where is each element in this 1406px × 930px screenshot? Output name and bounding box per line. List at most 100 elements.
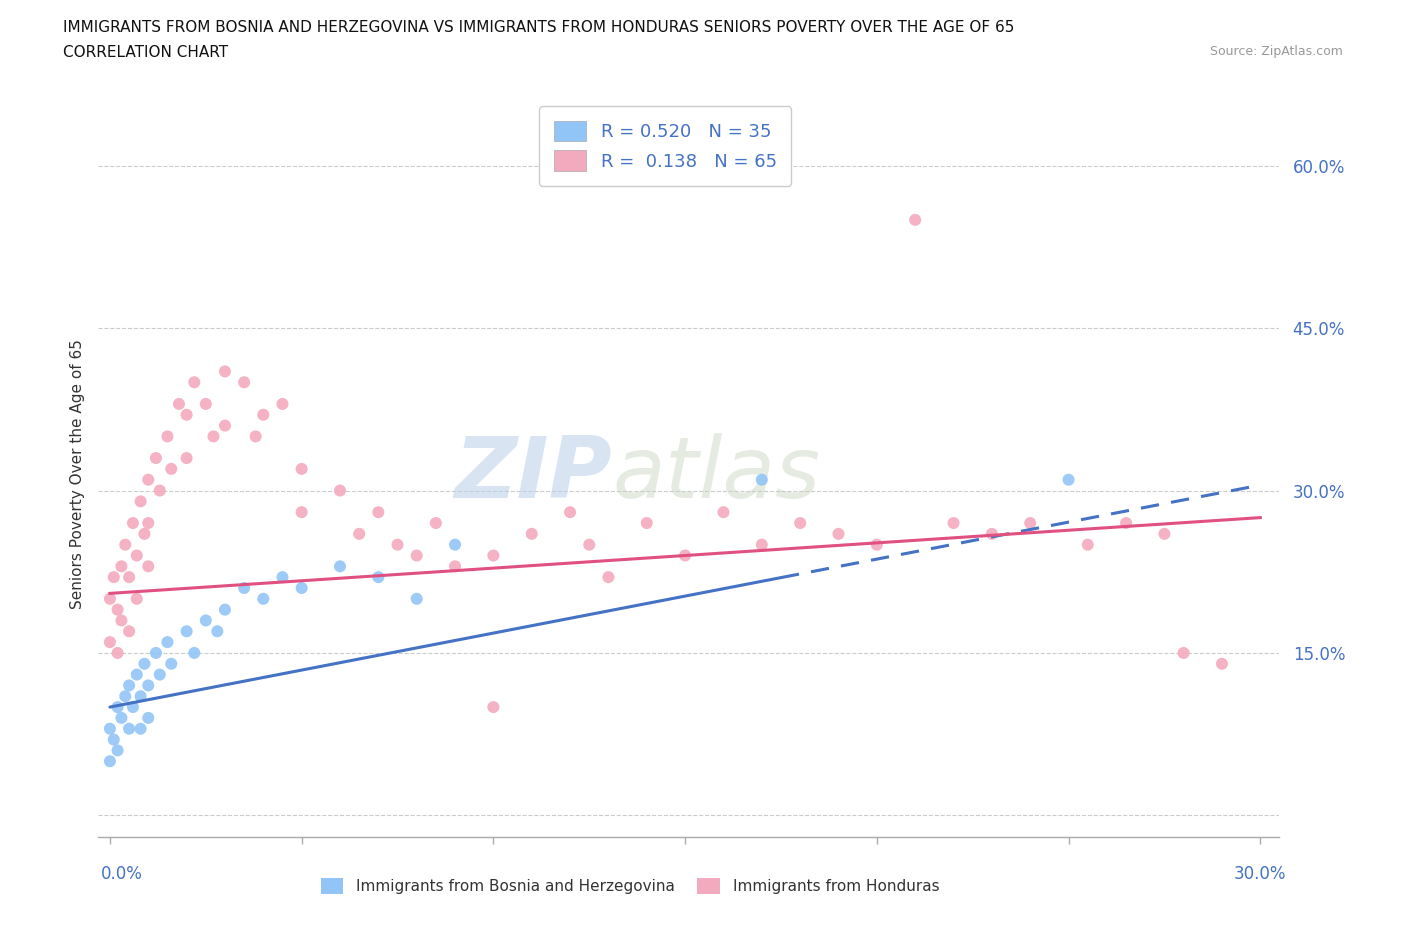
Point [827, 526, 849, 541]
Point [176, 451, 198, 466]
Point [156, 634, 179, 649]
Point [1115, 515, 1137, 530]
Text: atlas: atlas [612, 432, 820, 516]
Point [329, 559, 352, 574]
Point [176, 624, 198, 639]
Point [598, 570, 620, 585]
Point [578, 538, 600, 552]
Point [713, 505, 735, 520]
Legend: Immigrants from Bosnia and Herzegovina, Immigrants from Honduras: Immigrants from Bosnia and Herzegovina, … [314, 870, 946, 902]
Point [673, 548, 696, 563]
Point [271, 396, 294, 411]
Point [110, 613, 132, 628]
Point [482, 699, 505, 714]
Point [202, 429, 225, 444]
Point [156, 429, 179, 444]
Point [183, 375, 205, 390]
Point [751, 472, 773, 487]
Text: IMMIGRANTS FROM BOSNIA AND HERZEGOVINA VS IMMIGRANTS FROM HONDURAS SENIORS POVER: IMMIGRANTS FROM BOSNIA AND HERZEGOVINA V… [63, 20, 1015, 35]
Point [122, 515, 145, 530]
Point [291, 580, 314, 595]
Point [1211, 657, 1233, 671]
Point [129, 494, 152, 509]
Point [482, 548, 505, 563]
Point [107, 699, 129, 714]
Point [114, 689, 136, 704]
Point [789, 515, 811, 530]
Point [405, 548, 427, 563]
Point [291, 505, 314, 520]
Point [149, 667, 172, 682]
Point [271, 570, 294, 585]
Point [214, 603, 236, 618]
Point [751, 538, 773, 552]
Point [145, 451, 167, 466]
Point [636, 515, 658, 530]
Point [1153, 526, 1175, 541]
Point [980, 526, 1002, 541]
Point [125, 667, 148, 682]
Point [214, 418, 236, 433]
Point [98, 754, 121, 769]
Point [103, 570, 125, 585]
Point [183, 645, 205, 660]
Point [118, 624, 141, 639]
Point [110, 559, 132, 574]
Point [425, 515, 447, 530]
Text: ZIP: ZIP [454, 432, 612, 516]
Text: 30.0%: 30.0% [1234, 865, 1286, 883]
Point [1173, 645, 1195, 660]
Point [136, 472, 159, 487]
Point [110, 711, 132, 725]
Point [129, 689, 152, 704]
Point [207, 624, 229, 639]
Point [252, 407, 274, 422]
Point [194, 613, 217, 628]
Point [136, 711, 159, 725]
Point [107, 743, 129, 758]
Point [129, 722, 152, 737]
Point [98, 634, 121, 649]
Point [167, 396, 190, 411]
Text: Source: ZipAtlas.com: Source: ZipAtlas.com [1209, 45, 1343, 58]
Point [98, 591, 121, 606]
Point [866, 538, 889, 552]
Point [145, 645, 167, 660]
Point [942, 515, 965, 530]
Point [194, 396, 217, 411]
Point [125, 591, 148, 606]
Text: CORRELATION CHART: CORRELATION CHART [63, 45, 228, 60]
Point [252, 591, 274, 606]
Point [214, 364, 236, 379]
Point [904, 212, 927, 227]
Point [444, 538, 467, 552]
Point [233, 580, 256, 595]
Point [367, 570, 389, 585]
Point [520, 526, 543, 541]
Point [103, 732, 125, 747]
Point [558, 505, 581, 520]
Point [118, 678, 141, 693]
Point [134, 526, 156, 541]
Point [245, 429, 267, 444]
Point [125, 548, 148, 563]
Point [136, 515, 159, 530]
Point [176, 407, 198, 422]
Point [118, 722, 141, 737]
Point [136, 678, 159, 693]
Point [405, 591, 427, 606]
Point [98, 722, 121, 737]
Point [1019, 515, 1042, 530]
Point [114, 538, 136, 552]
Point [444, 559, 467, 574]
Point [387, 538, 409, 552]
Point [329, 483, 352, 498]
Point [233, 375, 256, 390]
Point [160, 657, 183, 671]
Point [122, 699, 145, 714]
Point [1057, 472, 1080, 487]
Point [291, 461, 314, 476]
Point [134, 657, 156, 671]
Y-axis label: Seniors Poverty Over the Age of 65: Seniors Poverty Over the Age of 65 [69, 339, 84, 609]
Text: 0.0%: 0.0% [101, 865, 143, 883]
